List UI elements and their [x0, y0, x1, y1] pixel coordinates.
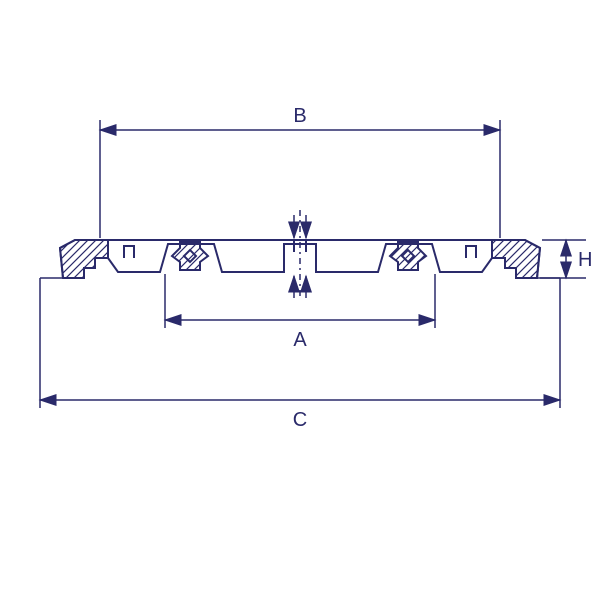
dim-a-label: A [293, 329, 307, 351]
section-hatch-right-boss [390, 242, 426, 270]
dim-c-label: C [293, 409, 307, 431]
technical-drawing: B A C H [0, 0, 600, 600]
dim-h-label: H [578, 249, 592, 271]
section-hatch-left-boss [172, 242, 208, 270]
dim-b-label: B [293, 105, 306, 127]
